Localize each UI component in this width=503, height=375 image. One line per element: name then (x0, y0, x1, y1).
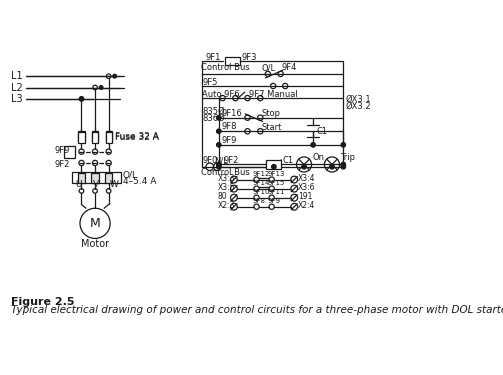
Text: 9F10: 9F10 (252, 189, 270, 195)
Text: O/L: O/L (123, 171, 138, 180)
Text: 9F15: 9F15 (267, 180, 285, 186)
Text: M: M (90, 217, 101, 230)
Text: X3:6: X3:6 (298, 183, 315, 192)
Text: X3:4: X3:4 (298, 174, 315, 183)
Circle shape (341, 165, 346, 169)
Text: C1: C1 (317, 127, 328, 136)
Circle shape (217, 165, 221, 169)
Circle shape (272, 165, 276, 169)
Bar (92, 132, 98, 142)
Bar (106, 130, 112, 141)
Text: 9F8: 9F8 (252, 198, 265, 204)
Text: 9F4: 9F4 (282, 63, 297, 72)
Text: U: U (75, 180, 82, 189)
Text: 9F8: 9F8 (221, 122, 236, 131)
Text: 9F13: 9F13 (267, 171, 285, 177)
Text: Auto 9F6: Auto 9F6 (202, 90, 240, 99)
Text: 9F12: 9F12 (252, 171, 270, 177)
Circle shape (217, 129, 221, 134)
Text: 9F5: 9F5 (202, 78, 218, 87)
Circle shape (113, 74, 117, 78)
Text: L3: L3 (12, 94, 23, 104)
Text: Stop: Stop (262, 110, 281, 118)
Text: 836Ø: 836Ø (202, 114, 225, 123)
Text: Motor: Motor (81, 240, 109, 249)
Circle shape (330, 165, 334, 169)
Text: 4–5.4 A: 4–5.4 A (123, 177, 156, 186)
Bar (106, 132, 112, 142)
Text: ØX3.2: ØX3.2 (346, 102, 371, 111)
Text: 9F9: 9F9 (54, 146, 70, 154)
Circle shape (217, 142, 221, 147)
Circle shape (341, 162, 346, 167)
Circle shape (341, 142, 346, 147)
Text: 9F7 Manual: 9F7 Manual (249, 90, 298, 99)
Text: 9F11: 9F11 (267, 189, 285, 195)
Text: Fuse 32 A: Fuse 32 A (115, 133, 158, 142)
Text: C1: C1 (283, 156, 294, 165)
Bar (267, 160, 282, 169)
Text: V: V (93, 180, 99, 189)
Bar (78, 173, 86, 183)
Text: X2:3: X2:3 (217, 201, 235, 210)
Circle shape (217, 162, 221, 167)
Text: Typical electrical drawing of power and control circuits for a three-phase motor: Typical electrical drawing of power and … (12, 305, 503, 315)
Bar (72, 172, 121, 183)
Text: N/L: N/L (214, 156, 228, 165)
Text: 191: 191 (298, 192, 312, 201)
Text: X3:5: X3:5 (217, 183, 235, 192)
Text: 80: 80 (217, 192, 227, 201)
Text: X3:3: X3:3 (217, 174, 235, 183)
Circle shape (79, 97, 83, 101)
Bar (105, 173, 113, 183)
Text: 9F9: 9F9 (221, 136, 236, 145)
Text: Control Bus: Control Bus (202, 63, 250, 72)
Circle shape (302, 165, 306, 169)
Bar (64, 146, 75, 159)
Text: 9F3: 9F3 (241, 53, 257, 62)
Text: 835Ø: 835Ø (202, 107, 225, 116)
Circle shape (99, 86, 103, 89)
Text: 9F14: 9F14 (252, 180, 270, 186)
Bar (225, 57, 240, 65)
Text: On: On (312, 153, 324, 162)
Text: 9F2: 9F2 (223, 156, 239, 165)
Text: ØX3.1: ØX3.1 (346, 95, 371, 104)
Text: W: W (110, 180, 119, 189)
Text: 9F0: 9F0 (202, 156, 218, 165)
Text: Trip: Trip (341, 153, 355, 162)
Text: 9F9: 9F9 (267, 198, 280, 204)
Text: L2: L2 (12, 82, 23, 93)
Text: O/L: O/L (262, 63, 276, 72)
Text: 9F16: 9F16 (221, 109, 242, 118)
Text: X2:4: X2:4 (298, 201, 315, 210)
Bar (92, 130, 98, 141)
Text: Start: Start (262, 123, 282, 132)
Bar (78, 132, 85, 142)
Text: Control Bus: Control Bus (202, 168, 250, 177)
Text: 9F1: 9F1 (205, 53, 221, 62)
Circle shape (217, 116, 221, 120)
Text: L1: L1 (12, 71, 23, 81)
Bar (92, 173, 99, 183)
Text: Fuse 32 A: Fuse 32 A (115, 132, 158, 141)
Text: Figure 2.5: Figure 2.5 (12, 297, 75, 307)
Text: 9F2: 9F2 (54, 160, 70, 169)
Circle shape (311, 142, 315, 147)
Bar (78, 130, 85, 141)
